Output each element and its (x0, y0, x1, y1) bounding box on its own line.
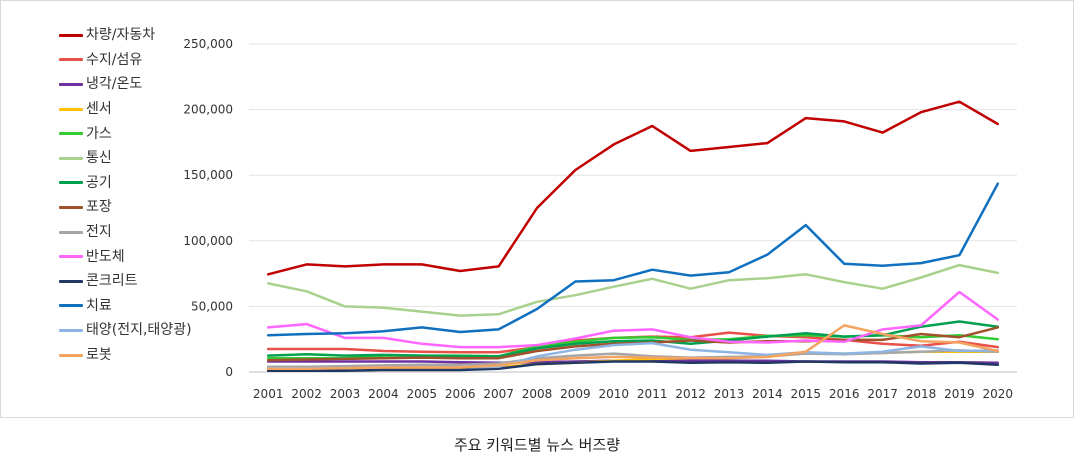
legend-item: 차량/자동차 (59, 23, 192, 48)
legend-swatch (59, 132, 83, 136)
y-tick-label: 0 (225, 365, 233, 379)
legend-swatch (59, 58, 83, 62)
x-tick-label: 2011 (637, 387, 668, 401)
chart-caption: 주요 키워드별 뉴스 버즈량 (453, 436, 621, 454)
legend-label: 가스 (86, 125, 112, 142)
x-tick-label: 2016 (829, 387, 860, 401)
x-tick-label: 2005 (407, 387, 438, 401)
x-tick-label: 2007 (483, 387, 514, 401)
series-line (266, 100, 1000, 276)
legend-label: 통신 (86, 150, 112, 167)
legend-swatch (59, 82, 83, 86)
y-tick-label: 250,000 (183, 37, 233, 51)
legend-label: 콘크리트 (86, 273, 138, 290)
x-tick-label: 2004 (368, 387, 399, 401)
x-tick-label: 2002 (291, 387, 322, 401)
legend-item: 수지/섬유 (59, 48, 192, 73)
legend-label: 포장 (86, 199, 112, 216)
legend-item: 센서 (59, 97, 192, 122)
legend-item: 콘크리트 (59, 269, 192, 294)
legend-label: 차량/자동차 (86, 27, 156, 44)
legend-item: 가스 (59, 121, 192, 146)
series-line (266, 182, 1000, 337)
legend-item: 공기 (59, 171, 192, 196)
legend-item: 포장 (59, 195, 192, 220)
y-axis-ticks: 0 50,000 100,000 150,000 200,000 250,000 (183, 37, 233, 379)
legend-item: 전지 (59, 220, 192, 245)
legend-label: 냉각/온도 (86, 76, 143, 93)
series-lines (266, 100, 1000, 372)
legend-swatch (59, 304, 83, 308)
legend-swatch (59, 156, 83, 160)
legend-label: 태양(전지,태양광) (86, 322, 192, 339)
x-tick-label: 2015 (791, 387, 822, 401)
x-tick-label: 2012 (675, 387, 706, 401)
legend-label: 공기 (86, 174, 112, 191)
x-tick-label: 2001 (253, 387, 284, 401)
legend-item: 로봇 (59, 343, 192, 368)
x-tick-label: 2008 (522, 387, 553, 401)
x-tick-label: 2019 (944, 387, 975, 401)
x-tick-label: 2003 (330, 387, 361, 401)
series-line (266, 324, 1000, 370)
legend-item: 치료 (59, 294, 192, 319)
y-tick-label: 200,000 (183, 103, 233, 117)
x-tick-label: 2010 (599, 387, 630, 401)
legend-swatch (59, 328, 83, 332)
legend-item: 냉각/온도 (59, 72, 192, 97)
legend-item: 태양(전지,태양광) (59, 318, 192, 343)
x-tick-label: 2018 (906, 387, 937, 401)
x-tick-label: 2013 (714, 387, 745, 401)
series-line (266, 320, 1000, 358)
legend-label: 전지 (86, 224, 112, 241)
legend-swatch (59, 353, 83, 357)
x-tick-label: 2017 (867, 387, 898, 401)
legend-item: 반도체 (59, 244, 192, 269)
series-line (266, 360, 1000, 372)
legend-swatch (59, 279, 83, 283)
y-tick-label: 150,000 (183, 168, 233, 182)
chart-frame: 0 50,000 100,000 150,000 200,000 250,000 2001… (0, 0, 1074, 418)
legend-label: 로봇 (86, 347, 112, 364)
series-line (266, 263, 1000, 317)
legend-swatch (59, 230, 83, 234)
y-tick-label: 50,000 (191, 299, 233, 313)
legend-swatch (59, 205, 83, 209)
legend-item: 통신 (59, 146, 192, 171)
legend-label: 센서 (86, 101, 112, 118)
y-tick-label: 100,000 (183, 234, 233, 248)
legend-swatch (59, 33, 83, 37)
line-chart: 0 50,000 100,000 150,000 200,000 250,000 2001… (183, 37, 1017, 401)
x-tick-label: 2009 (560, 387, 591, 401)
gridlines (249, 43, 1017, 373)
x-tick-label: 2014 (752, 387, 783, 401)
legend-swatch (59, 255, 83, 259)
legend-swatch (59, 107, 83, 111)
legend-label: 반도체 (86, 248, 125, 265)
x-tick-label: 2006 (445, 387, 476, 401)
x-tick-label: 2020 (983, 387, 1014, 401)
legend-label: 수지/섬유 (86, 51, 143, 68)
legend-label: 치료 (86, 297, 112, 314)
x-axis-ticks: 2001 2002 2003 2004 2005 2006 2007 2008 2009 2010… (253, 387, 1013, 401)
legend-swatch (59, 181, 83, 185)
